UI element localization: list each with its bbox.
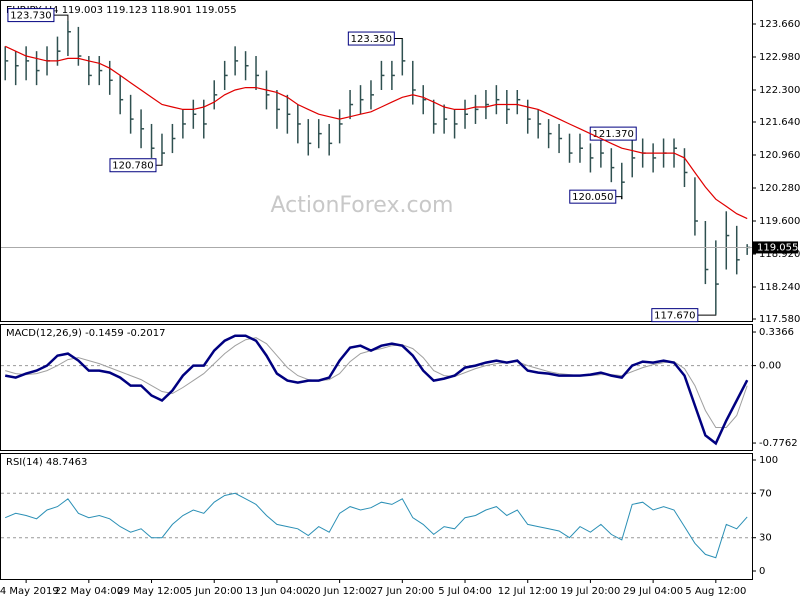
rsi-panel [0, 453, 753, 580]
macd-title: MACD(12,26,9) -0.1459 -0.2017 [6, 328, 166, 339]
annotation-box [651, 308, 699, 323]
annotation-leader [53, 14, 69, 21]
y-tick-label: 121.640 [759, 117, 800, 128]
y-tick-label: 120.280 [759, 183, 800, 194]
y-tick-label: 30 [759, 533, 772, 544]
annotation-box [569, 189, 617, 204]
x-tick-label: 12 Jul 12:00 [498, 586, 558, 597]
y-tick-label: 0.3366 [759, 327, 794, 338]
y-tick-label: 123.660 [759, 19, 800, 30]
x-tick-label: 5 Jul 04:00 [438, 586, 492, 597]
x-tick-label: 5 Aug 12:00 [685, 586, 746, 597]
last-price-box [752, 241, 798, 254]
macd-panel [0, 324, 753, 451]
annotation-leader [394, 38, 403, 40]
watermark: ActionForex.com [271, 193, 454, 218]
annotation-label: 117.670 [654, 311, 695, 322]
indicator-line [4, 334, 749, 446]
annotation-box [7, 8, 55, 23]
y-tick-label: 100 [759, 455, 778, 466]
annotation-label: 123.730 [10, 11, 51, 22]
chart-title: EURJPY,H4 119.003 119.123 118.901 119.05… [6, 5, 237, 16]
last-price-label: 119.055 [757, 242, 798, 253]
annotation-box [109, 158, 157, 173]
x-tick-label: 29 Jul 04:00 [623, 586, 683, 597]
x-tick-label: 22 May 04:00 [55, 586, 124, 597]
annotation-box [347, 31, 395, 46]
x-tick-label: 13 Jun 04:00 [245, 586, 309, 597]
annotation-leader [615, 196, 623, 200]
y-tick-label: 120.960 [759, 150, 800, 161]
x-tick-label: 5 Jun 20:00 [186, 586, 243, 597]
annotation-label: 123.350 [351, 34, 392, 45]
annotation-label: 121.370 [593, 129, 634, 140]
y-tick-label: 118.240 [759, 282, 800, 293]
x-tick-label: 29 May 12:00 [117, 586, 186, 597]
rsi-title: RSI(14) 48.7463 [6, 457, 87, 468]
y-tick-label: 118.920 [759, 249, 800, 260]
y-tick-label: 122.980 [759, 52, 800, 63]
y-tick-label: 119.600 [759, 216, 800, 227]
annotation-leader [155, 163, 163, 166]
y-tick-label: 70 [759, 488, 772, 499]
x-tick-label: 19 Jul 20:00 [560, 586, 620, 597]
indicator-line [4, 45, 748, 220]
x-tick-label: 14 May 2019 [0, 586, 59, 597]
y-tick-label: 0 [759, 566, 765, 577]
annotation-label: 120.780 [112, 161, 153, 172]
y-tick-label: -0.7762 [759, 438, 798, 449]
x-tick-label: 27 Jun 20:00 [371, 586, 435, 597]
y-tick-label: 122.300 [759, 85, 800, 96]
annotation-leader [697, 314, 717, 316]
y-tick-label: 117.580 [759, 314, 800, 325]
indicator-line [5, 492, 748, 559]
indicator-line [5, 337, 748, 428]
x-tick-label: 20 Jun 12:00 [308, 586, 372, 597]
annotation-label: 120.050 [572, 192, 613, 203]
y-tick-label: 0.00 [759, 361, 781, 372]
price-panel [0, 0, 753, 322]
